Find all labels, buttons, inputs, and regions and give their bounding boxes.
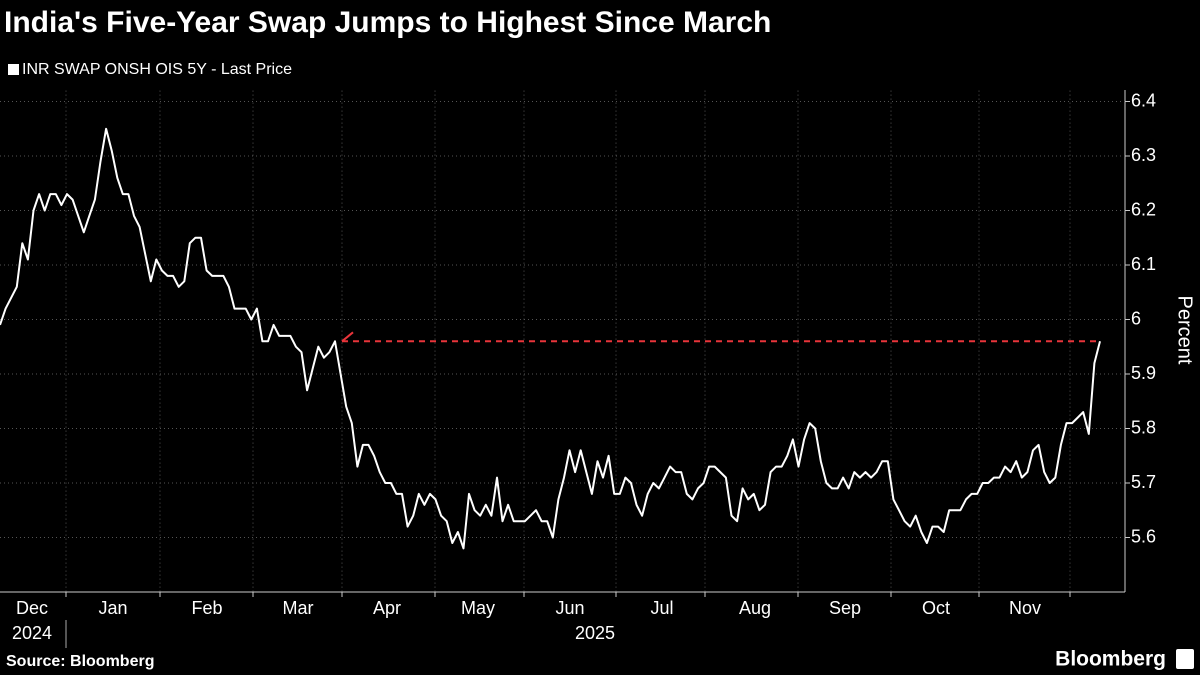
year-label: 2025	[575, 623, 615, 643]
y-tick-label: 6	[1131, 308, 1141, 328]
x-tick-label: Aug	[739, 598, 771, 618]
y-tick-label: 5.7	[1131, 472, 1156, 492]
brand-icon	[1176, 649, 1194, 669]
x-tick-label: Mar	[283, 598, 314, 618]
legend-label: INR SWAP ONSH OIS 5Y - Last Price	[22, 61, 292, 78]
x-tick-label: Dec	[16, 598, 48, 618]
x-tick-label: Jan	[98, 598, 127, 618]
y-tick-label: 6.1	[1131, 254, 1156, 274]
x-tick-label: Apr	[373, 598, 401, 618]
y-axis-label: Percent	[1174, 296, 1196, 365]
y-tick-label: 5.9	[1131, 363, 1156, 383]
source: Source: Bloomberg	[6, 653, 154, 670]
y-tick-label: 6.3	[1131, 145, 1156, 165]
x-tick-label: Sep	[829, 598, 861, 618]
price-line	[0, 127, 1101, 550]
x-tick-label: May	[461, 598, 495, 618]
x-tick-label: Jul	[650, 598, 673, 618]
y-tick-label: 5.6	[1131, 526, 1156, 546]
x-tick-label: Feb	[191, 598, 222, 618]
x-tick-label: Nov	[1009, 598, 1041, 618]
chart-title: India's Five-Year Swap Jumps to Highest …	[4, 6, 771, 39]
x-tick-label: Oct	[922, 598, 950, 618]
y-tick-label: 6.4	[1131, 90, 1156, 110]
y-tick-label: 5.8	[1131, 417, 1156, 437]
brand: Bloomberg	[1055, 648, 1166, 671]
reference-tick	[341, 331, 354, 343]
x-tick-label: Jun	[555, 598, 584, 618]
year-label: 2024	[12, 623, 52, 643]
legend-swatch	[8, 64, 19, 75]
y-tick-label: 6.2	[1131, 199, 1156, 219]
